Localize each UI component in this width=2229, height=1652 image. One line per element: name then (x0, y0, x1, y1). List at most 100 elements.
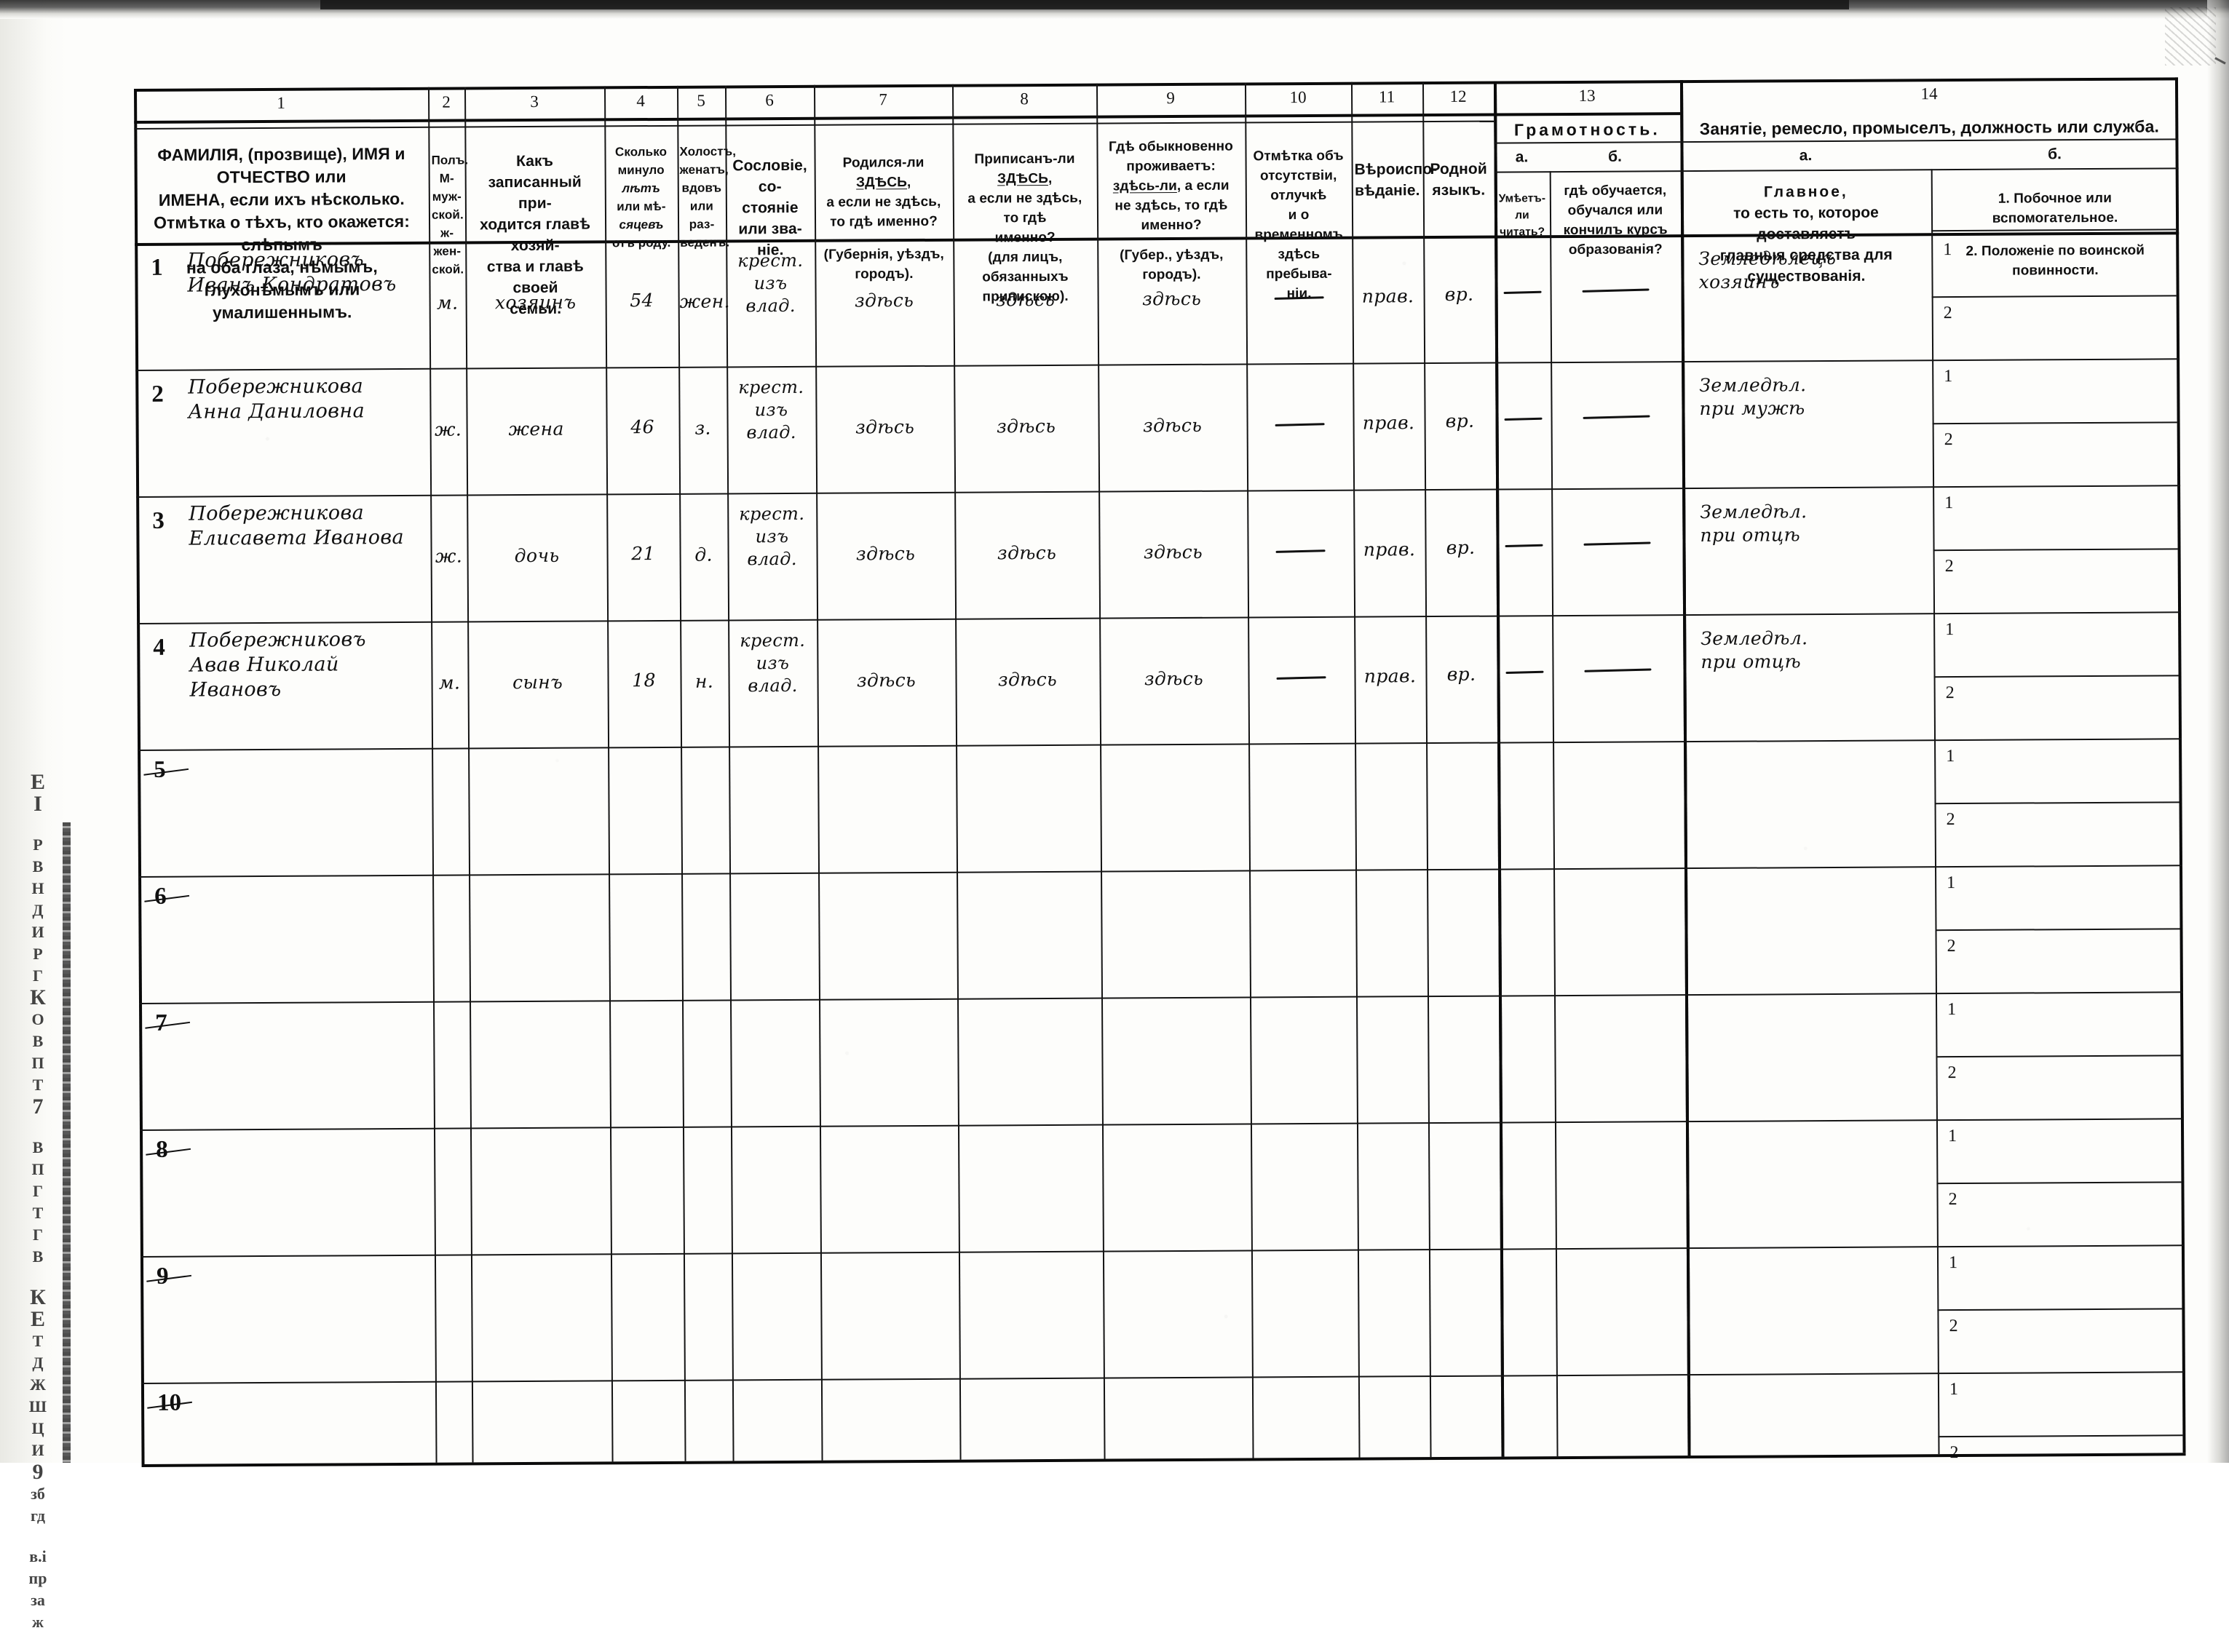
header-line: Полъ. (431, 153, 469, 167)
header-line: обучался или (1567, 202, 1663, 219)
row-number-strikethrough (146, 1148, 191, 1156)
header-line: или мѣ- (617, 199, 666, 214)
cell-marital-row2: з. (681, 416, 726, 440)
subrow-number: 1 (1947, 1000, 1957, 1020)
column-header-11: Вѣроиспо-вѣданіе. (1354, 159, 1438, 202)
header-line: ской. (431, 207, 464, 222)
handwriting-line: изъ (756, 652, 790, 674)
handwriting-line: здѣсь (997, 668, 1058, 691)
margin-bleed-char: К (30, 1285, 46, 1309)
handwriting-line: крест. (738, 376, 804, 398)
header-line: кончилъ курсъ (1563, 222, 1668, 239)
header-line: 2. Положеніе по воинской повинности. (1965, 242, 2145, 279)
column-number-8: 8 (1020, 90, 1029, 108)
header-line: Главное, (1763, 183, 1848, 201)
header-line: Сословіе, со- (732, 156, 807, 196)
binding-strip (63, 822, 71, 1463)
row-number-2: 2 (151, 381, 164, 408)
census-table: 1 2 3 4 5 6 7 8 9 10 11 12 13 14 ФАМИЛІЯ, (прозвище), … (134, 77, 2186, 1467)
header-line: М-муж- (432, 171, 462, 204)
cell-literacy-b-dash-row1 (1582, 288, 1650, 293)
cell-literacy-a-dash-row4 (1505, 670, 1544, 675)
row-number-strikethrough (144, 894, 190, 902)
margin-bleed-char: Г (33, 1226, 43, 1244)
column-number-5: 5 (697, 91, 705, 110)
handwriting-line: ж. (434, 418, 462, 440)
cell-relation-row3: дочь (470, 544, 604, 568)
cell-age-row4: 18 (609, 669, 678, 693)
subrow-number: 1 (1944, 367, 1953, 386)
margin-bleed-char: Ц (31, 1419, 44, 1437)
cell-marital-row3: д. (681, 543, 726, 566)
subrow-number: 2 (1948, 1190, 1957, 1210)
subrow-number: 2 (1944, 557, 1954, 576)
handwriting-line: здѣсь (1143, 541, 1203, 563)
header-line: стояніе или зва- (738, 199, 802, 238)
handwriting-line: 54 (630, 290, 654, 311)
margin-bleed-char: в.і (29, 1547, 47, 1565)
column-number-11: 11 (1378, 87, 1395, 106)
handwriting-line: влад. (747, 548, 797, 570)
margin-bleed-char: В (32, 1032, 44, 1050)
cell-estate-row2: крест. изъ влад. (731, 376, 812, 445)
handwriting-line: 21 (631, 543, 655, 565)
column-header-12: Родной языкъ. (1426, 159, 1492, 202)
header-line: и о временномъ (1254, 207, 1343, 243)
margin-bleed-char: Т (32, 1076, 44, 1094)
cell-language-row1: вр. (1425, 283, 1494, 307)
table-left-border (134, 88, 145, 1464)
cell-sex-row1: м. (431, 291, 464, 314)
column-header-4: Сколько минуло лѣтъ или мѣ-сяцевъ отъ роду. (607, 143, 675, 253)
margin-bleed-char: П (31, 1054, 44, 1072)
handwriting-line: Земледѣл. (1699, 374, 1807, 396)
margin-bleed-char: П (31, 1160, 44, 1178)
margin-bleed-char: В (32, 1138, 44, 1156)
row-number-9: 9 (146, 1263, 192, 1290)
handwriting-line: при отцѣ (1700, 524, 1801, 546)
column-header-13b: гдѣ обучается, обучался или кончилъ курсъ о… (1553, 180, 1679, 260)
margin-bleed-char: Г (33, 966, 43, 985)
subrow-number: 1 (1944, 493, 1954, 513)
cell-literacy-a-dash-row1 (1503, 290, 1542, 295)
subrow-number: 1 (1946, 747, 1955, 766)
handwriting-line: здѣсь (1144, 667, 1204, 690)
header-line: то есть то, которое доставляетъ (1733, 204, 1880, 243)
cell-name-row3: Побережникова Елисавета Иванова (189, 501, 424, 552)
cell-religion-row4: прав. (1355, 664, 1424, 688)
handwriting-line: здѣсь (1142, 414, 1203, 437)
table-bottom-border (141, 1453, 2186, 1467)
subrow-number: 1 (1947, 873, 1956, 893)
row-separator (140, 1244, 2185, 1258)
cell-registered-row3: здѣсь (957, 541, 1096, 565)
column-header-10: Отмѣтка объ отсутствіи, отлучкѣ и о времен… (1248, 146, 1349, 304)
handwriting-line: Земледѣл. (1700, 501, 1808, 523)
handwriting-line: прав. (1363, 665, 1417, 687)
column-number-6: 6 (765, 91, 774, 110)
row-number-strikethrough (147, 1401, 192, 1409)
row-number-strikethrough (146, 1274, 192, 1282)
header-line: ж-жен- (433, 226, 462, 258)
header-line: отъ роду. (611, 235, 671, 250)
margin-bleed-char: 9 (32, 1460, 44, 1484)
handwriting-line: жена (508, 418, 564, 440)
margin-bleed-char: Р (33, 835, 43, 854)
cell-name-row1: Побережниковъ Иванъ Кондратовъ (187, 247, 423, 298)
cell-name-row4: Побережниковъ Авав Николай Ивановъ (189, 627, 426, 703)
header-line: минуло (617, 162, 665, 178)
letter-rule-14 (1680, 167, 2179, 172)
handwriting-line: здѣсь (1141, 287, 1202, 310)
cell-name-row2: Побережникова Анна Даниловна (188, 374, 424, 425)
cell-sex-row4: м. (432, 671, 466, 694)
cell-occupation-row1: Земледѣлецъ хозяинъ (1698, 246, 1924, 294)
header-line: читать? (1500, 226, 1545, 239)
handwriting-line: дочь (514, 544, 560, 567)
row-number-6: 6 (144, 883, 190, 910)
cell-literacy-b-dash-row3 (1583, 541, 1651, 546)
header-line: а если не здѣсь, (826, 194, 941, 210)
header-line: вѣданіе. (1354, 182, 1420, 199)
handwriting-line: здѣсь (855, 416, 915, 438)
margin-bleed-char: Р (33, 945, 43, 963)
header-line: а. (1799, 147, 1813, 164)
